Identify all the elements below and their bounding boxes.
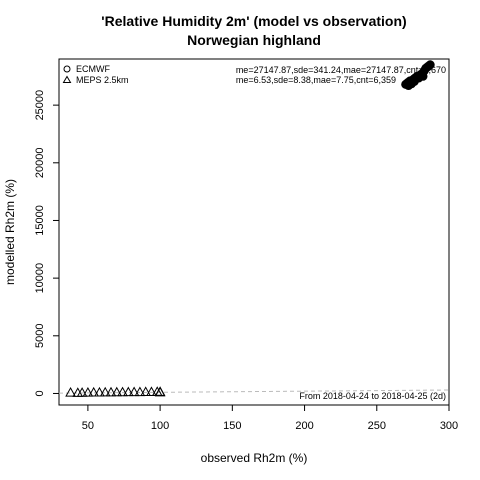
x-tick-label: 300: [440, 420, 458, 432]
point-meps: [134, 386, 146, 397]
x-tick-label: 100: [151, 420, 169, 432]
points-layer: [65, 60, 435, 397]
legend-marker-meps: [62, 75, 72, 83]
point-meps: [82, 387, 94, 397]
legend: ECMWF MEPS 2.5km: [62, 64, 129, 85]
point-meps: [65, 387, 76, 397]
point-meps: [154, 386, 166, 397]
date-range-note: From 2018-04-24 to 2018-04-25 (2d): [299, 391, 446, 401]
point-meps: [122, 386, 134, 397]
legend-label-ecmwf: ECMWF: [76, 64, 110, 74]
y-tick-label: 15000: [34, 205, 46, 236]
y-tick-label: 5000: [34, 324, 46, 348]
reference-line-layer: [58, 389, 450, 394]
stats-ecmwf: me=27147.87,sde=341.24,mae=27147.87,cnt=…: [236, 65, 446, 75]
x-tick-label: 200: [295, 420, 313, 432]
reference-line: [58, 389, 450, 394]
plot-frame: [58, 58, 450, 406]
point-meps: [105, 386, 117, 397]
point-meps: [76, 387, 88, 397]
point-meps: [128, 386, 140, 397]
legend-label-meps: MEPS 2.5km: [76, 75, 129, 85]
y-tick-label: 10000: [34, 263, 46, 294]
y-tick-label: 20000: [34, 148, 46, 179]
point-meps: [140, 386, 152, 397]
x-tick-label: 250: [368, 420, 386, 432]
point-meps: [146, 386, 157, 396]
y-tick-label: 0: [34, 390, 46, 396]
point-meps: [94, 386, 105, 397]
legend-marker-ecmwf: [63, 65, 71, 73]
x-tick-label: 150: [223, 420, 241, 432]
chart-title: 'Relative Humidity 2m' (model vs observa…: [101, 13, 406, 29]
y-axis: 0 5000 10000 15000 20000 25000: [34, 90, 59, 397]
y-axis-title: modelled Rh2m (%): [3, 179, 17, 285]
point-meps: [88, 386, 100, 397]
point-meps: [117, 386, 128, 397]
point-ecmwf: [425, 60, 435, 70]
point-meps: [99, 386, 111, 397]
point-meps: [111, 386, 123, 397]
x-axis: 50 100 150 200 250 300: [82, 405, 458, 432]
chart-subtitle: Norwegian highland: [187, 32, 321, 48]
stats-meps: me=6.53,sde=8.38,mae=7.75,cnt=6,359: [236, 75, 396, 85]
x-axis-title: observed Rh2m (%): [201, 451, 308, 465]
x-tick-label: 50: [82, 420, 94, 432]
y-tick-label: 25000: [34, 90, 46, 121]
